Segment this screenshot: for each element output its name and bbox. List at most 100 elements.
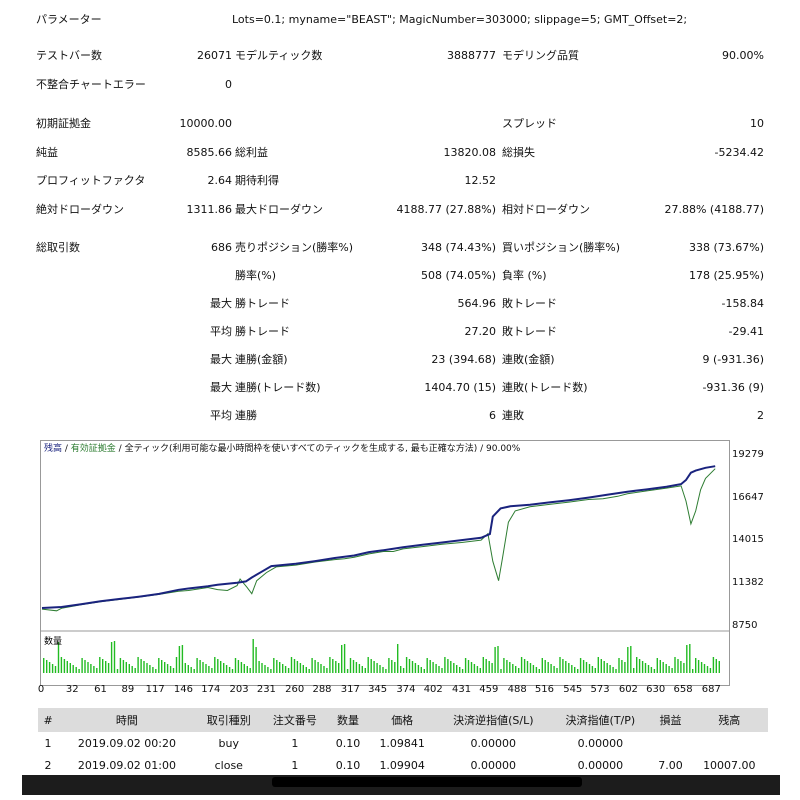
- volume-bar: [346, 669, 349, 673]
- volume-bar: [311, 658, 313, 673]
- volume-bar: [54, 666, 57, 673]
- volume-bar: [453, 663, 455, 673]
- volume-bar: [293, 659, 296, 673]
- max-prefix-1: 最大: [210, 297, 232, 310]
- volume-bar: [547, 662, 549, 673]
- volume-bar: [459, 667, 461, 673]
- volume-bar: [515, 666, 517, 673]
- table-cell: 1: [44, 736, 52, 750]
- volume-bar: [497, 646, 499, 673]
- long-value: 338 (73.67%): [688, 241, 764, 254]
- volume-bar: [500, 669, 502, 673]
- bottom-scrollbar[interactable]: [22, 775, 780, 795]
- avg-loss-label: 敗トレード: [502, 325, 557, 338]
- x-tick-label: 602: [618, 684, 638, 695]
- loss-rate-value: 178 (25.95%): [688, 269, 764, 282]
- volume-bar: [217, 659, 219, 673]
- volume-bar: [60, 657, 63, 673]
- volume-bar: [302, 665, 304, 673]
- y-tick-label: 14015: [732, 534, 764, 546]
- volume-bar: [161, 660, 163, 673]
- volume-bar: [577, 669, 579, 673]
- volume-bar: [405, 657, 408, 673]
- consec-loss-cnt-value: -931.36 (9): [702, 381, 764, 394]
- consec-win-cnt-label: 連勝(トレード数): [235, 381, 321, 394]
- volume-bar: [532, 665, 535, 673]
- volume-bar: [447, 659, 449, 673]
- volume-bar: [81, 658, 83, 673]
- volume-bar: [338, 663, 340, 673]
- volume-bar: [102, 659, 104, 673]
- x-tick-label: 317: [340, 684, 360, 695]
- volume-bar: [75, 667, 77, 673]
- col-header: 時間: [58, 708, 196, 732]
- x-tick-label: 203: [229, 684, 249, 695]
- legend-balance: 残高: [44, 444, 63, 454]
- consec-loss-cnt-label: 連敗(トレード数): [502, 381, 588, 394]
- table-cell: [691, 732, 768, 754]
- volume-bar: [385, 669, 387, 673]
- table-row[interactable]: 1 2019.09.02 00:20 buy 1 0.10 1.09841 0.…: [38, 732, 768, 754]
- volume-bar: [689, 644, 691, 673]
- volume-bar: [119, 658, 122, 673]
- volume-bar: [609, 665, 611, 673]
- volume-bar: [659, 660, 661, 673]
- consec-win-amt-label: 連勝(金額): [235, 353, 288, 366]
- volume-bar: [184, 663, 186, 673]
- volume-bar: [615, 669, 617, 673]
- volume-bar: [305, 667, 307, 673]
- volume-bar: [494, 647, 496, 673]
- volume-bar: [535, 667, 538, 673]
- volume-bar: [69, 663, 71, 673]
- table-cell: 1: [291, 758, 299, 772]
- volume-bar: [287, 668, 290, 673]
- volume-bar: [205, 664, 207, 673]
- table-cell: 1: [291, 736, 299, 750]
- volume-bar: [264, 665, 266, 673]
- volume-bar: [208, 666, 210, 673]
- table-cell: [650, 732, 690, 754]
- volume-bar: [630, 646, 632, 673]
- volume-bar: [544, 660, 546, 673]
- volume-bar: [164, 662, 166, 673]
- x-tick-label: 630: [646, 684, 666, 695]
- volume-bar: [249, 668, 251, 673]
- table-row[interactable]: 2 2019.09.02 01:00 close 1 0.10 1.09904 …: [38, 754, 768, 776]
- volume-bar: [692, 669, 694, 673]
- volume-bar: [202, 662, 204, 673]
- volume-bar: [373, 661, 375, 673]
- scroll-thumb[interactable]: [272, 777, 582, 787]
- volume-bar: [57, 642, 60, 673]
- params-value: Lots=0.1; myname="BEAST"; MagicNumber=30…: [232, 13, 688, 26]
- volume-bar: [618, 658, 620, 673]
- table-cell: 7.00: [658, 758, 683, 772]
- volume-bar: [343, 644, 346, 673]
- volume-bar: [96, 668, 98, 673]
- volume-bar: [473, 664, 476, 673]
- volume-bar: [556, 668, 558, 673]
- bars-label: テストバー数: [36, 49, 102, 62]
- volume-bar: [712, 657, 715, 673]
- volume-bar: [582, 660, 585, 673]
- volume-bar: [211, 668, 213, 673]
- volume-bar: [193, 669, 195, 673]
- volume-bar: [140, 659, 142, 673]
- max-prefix-2: 最大: [210, 353, 232, 366]
- volume-bar: [107, 663, 110, 673]
- volume-bar: [175, 657, 178, 673]
- volume-bar: [603, 661, 605, 673]
- volume-bar: [317, 662, 319, 673]
- volume-bar: [48, 662, 51, 673]
- x-tick-label: 573: [590, 684, 610, 695]
- x-tick-label: 89: [121, 684, 135, 695]
- volume-bar: [137, 657, 139, 673]
- volume-bar: [482, 657, 484, 673]
- trades-table: # 時間 取引種別 注文番号 数量 価格 決済逆指値(S/L) 決済指値(T/P…: [38, 708, 768, 776]
- volume-bar: [234, 658, 237, 673]
- legend-model: 全ティック(利用可能な最小時間枠を使いすべてのティックを生成する, 最も正確な方…: [124, 444, 478, 454]
- volume-bar: [423, 669, 425, 673]
- volume-bar: [349, 658, 352, 673]
- x-tick-label: 260: [285, 684, 305, 695]
- table-cell: 0.00000: [577, 758, 624, 772]
- quality-value: 90.00%: [722, 49, 764, 62]
